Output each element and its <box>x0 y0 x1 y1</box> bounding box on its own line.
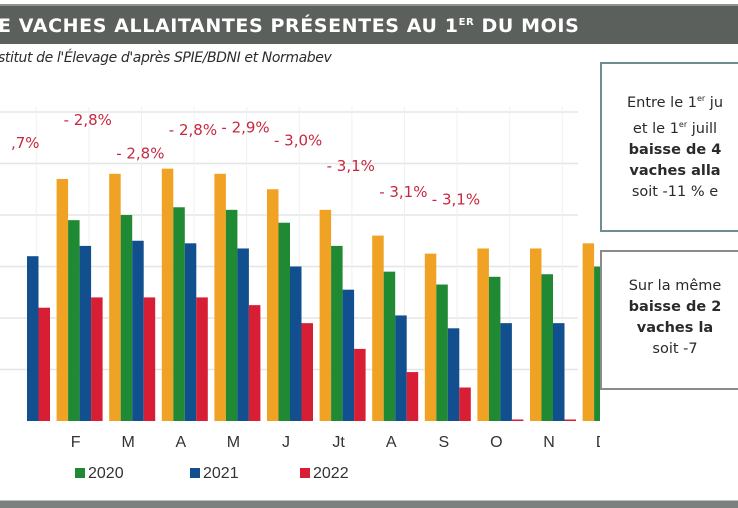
bar-2019 <box>424 253 437 421</box>
bar-2021 <box>79 245 92 421</box>
bar-2019 <box>477 248 489 421</box>
bar-2020 <box>68 220 80 421</box>
chart-title-text: E VACHES ALLAITANTES PRÉSENTES AU 1 <box>0 15 459 37</box>
bar-2021 <box>290 266 302 421</box>
bar-2019 <box>109 173 121 421</box>
bar-2022 <box>511 419 524 421</box>
variation-annotation: - 2,8% <box>64 111 112 129</box>
x-tick-label: J <box>282 434 290 451</box>
bar-2021 <box>500 323 512 421</box>
x-tick-label: S <box>438 434 449 451</box>
bar-2020 <box>436 284 448 421</box>
bar-2019 <box>161 168 174 421</box>
legend-label-2020: 2020 <box>88 465 124 482</box>
chart-title-superscript: ER <box>458 17 475 28</box>
bar-2019 <box>530 248 542 421</box>
x-tick-label: D <box>596 434 600 451</box>
variation-annotation: - 3,1% <box>379 183 427 201</box>
chart-header-bar: E VACHES ALLAITANTES PRÉSENTES AU 1ER DU… <box>0 4 738 44</box>
info-box-line: soit -7 <box>652 341 698 357</box>
bar-2020 <box>173 207 185 421</box>
bar-2022 <box>459 387 471 421</box>
info-box-line: soit -11 % e <box>631 184 719 200</box>
bar-2022 <box>143 297 156 421</box>
x-tick-label: Jt <box>332 434 345 451</box>
variation-annotation: - 3,0% <box>274 131 322 149</box>
bottom-rule <box>0 500 738 508</box>
bar-2020 <box>278 222 290 421</box>
bar-2022 <box>248 305 261 421</box>
chart-title: E VACHES ALLAITANTES PRÉSENTES AU 1ER DU… <box>0 15 579 37</box>
legend-swatch-2022 <box>300 468 310 478</box>
chart-title-end: DU MOIS <box>474 15 580 37</box>
bar-2022 <box>38 307 50 421</box>
bar-2019 <box>267 189 279 421</box>
bar-2021 <box>342 289 355 421</box>
info-box-line: Sur la même <box>628 278 722 294</box>
x-tick-label: M <box>227 434 240 451</box>
bar-2021 <box>27 256 39 421</box>
bar-2021 <box>553 323 565 421</box>
bar-2019 <box>582 243 595 421</box>
bar-2022 <box>301 323 313 421</box>
chart-source: stitut de l'Élevage d'après SPIE/BDNI et… <box>0 50 332 66</box>
bar-2019 <box>214 173 226 421</box>
bar-2019 <box>372 235 384 421</box>
legend-swatch-2020 <box>75 468 85 478</box>
bar-2022 <box>406 372 419 421</box>
variation-annotation: - 3,1% <box>327 157 375 175</box>
bar-2019 <box>56 178 69 421</box>
info-box-line: vaches alla <box>629 163 721 179</box>
bar-2020 <box>331 245 343 421</box>
x-tick-label: M <box>122 434 135 451</box>
info-box-superscript: er <box>678 120 688 129</box>
info-box-line: vaches la <box>636 320 714 336</box>
bar-2021 <box>237 248 249 421</box>
bar-2020 <box>594 266 600 421</box>
variation-annotation: ,7% <box>11 134 40 152</box>
bar-2021 <box>395 315 407 421</box>
bar-2022 <box>91 297 103 421</box>
bar-2020 <box>488 276 501 421</box>
bar-2020 <box>383 271 396 421</box>
variation-annotation: - 3,1% <box>432 191 480 209</box>
x-tick-label: O <box>490 434 502 451</box>
bar-2022 <box>354 348 366 421</box>
bar-2019 <box>319 209 332 421</box>
bar-2020 <box>120 215 133 421</box>
info-box-line: baisse de 2 <box>628 299 722 315</box>
legend-label-2022: 2022 <box>313 465 349 482</box>
info-box-line: baisse de 4 <box>628 142 722 158</box>
bar-chart: FMAMJJtASOND,7%- 2,8%- 2,8%- 2,8%- 2,9%-… <box>0 106 600 482</box>
bar-2020 <box>541 274 553 421</box>
x-tick-label: F <box>71 434 81 451</box>
info-box-secondary: Sur la même baisse de 2 vaches la soit -7 <box>600 250 738 390</box>
legend-label-2021: 2021 <box>203 465 239 482</box>
x-tick-label: A <box>386 434 397 451</box>
bar-2020 <box>225 209 238 421</box>
bar-2022 <box>564 419 576 421</box>
bar-2021 <box>184 243 197 421</box>
x-tick-label: N <box>543 434 555 451</box>
variation-annotation: - 2,9% <box>221 119 269 137</box>
info-box-superscript: er <box>696 94 706 103</box>
bar-2021 <box>132 240 144 421</box>
info-box-line: et le 1er juill <box>632 120 718 137</box>
variation-annotation: - 2,8% <box>169 121 217 139</box>
x-tick-label: A <box>175 434 186 451</box>
legend-swatch-2021 <box>190 468 200 478</box>
bar-2022 <box>196 297 208 421</box>
variation-annotation: - 2,8% <box>116 144 164 162</box>
bar-2021 <box>447 328 460 421</box>
info-box-line: Entre le 1er ju <box>626 94 724 111</box>
info-box-primary: Entre le 1er ju et le 1er juill baisse de … <box>600 62 738 232</box>
